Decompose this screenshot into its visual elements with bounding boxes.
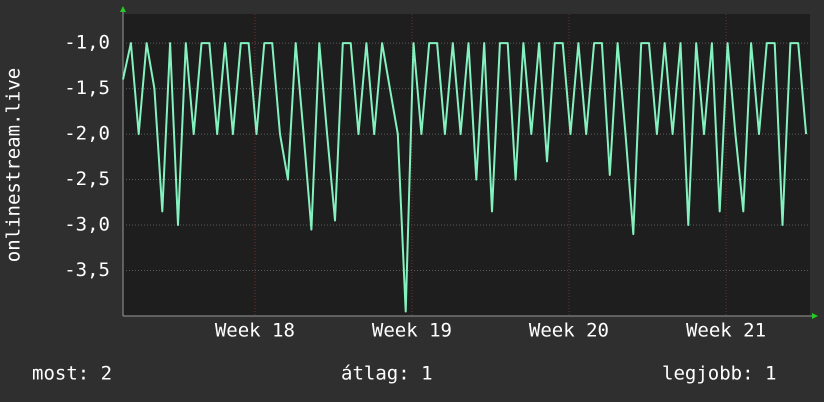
y-tick-label: -3,0 xyxy=(64,214,110,236)
y-tick-label: -2,5 xyxy=(64,168,110,190)
footer-stat: most: 2 xyxy=(32,363,112,385)
footer-stat: legjobb: 1 xyxy=(662,363,776,385)
data-line xyxy=(122,42,808,313)
y-tick-label: -3,5 xyxy=(64,259,110,281)
axis-arrow xyxy=(812,313,818,319)
y-tick-label: -1,0 xyxy=(64,32,110,54)
x-tick-label: Week 18 xyxy=(215,320,295,342)
x-tick-label: Week 20 xyxy=(529,320,609,342)
y-tick-label: -1,5 xyxy=(64,77,110,99)
y-tick-label: -2,0 xyxy=(64,123,110,145)
footer-stat: átlag: 1 xyxy=(341,363,433,385)
x-tick-label: Week 19 xyxy=(372,320,452,342)
y-axis-label: onlinestream.live xyxy=(3,68,25,262)
x-tick-label: Week 21 xyxy=(686,320,766,342)
axis-arrow xyxy=(120,6,126,12)
